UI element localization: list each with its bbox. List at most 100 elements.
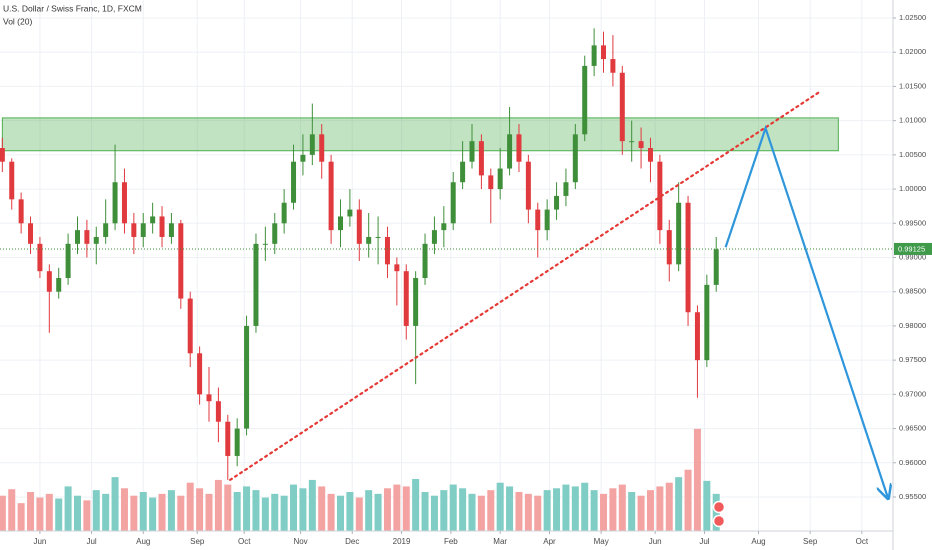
volume-bar — [562, 484, 570, 531]
candle-body — [713, 249, 719, 285]
candle-body — [93, 236, 99, 244]
candle-body — [431, 230, 437, 244]
volume-bar — [0, 495, 6, 531]
last-price-label: 0.99125 — [898, 244, 925, 253]
candle-body — [375, 236, 381, 238]
candle-body — [84, 230, 90, 244]
volume-bar — [130, 495, 138, 531]
volume-bar — [609, 488, 617, 531]
candle-body — [253, 243, 259, 326]
candle-body — [291, 161, 297, 203]
volume-bar — [506, 486, 514, 531]
x-tick-label: Oct — [238, 537, 251, 546]
volume-bar — [299, 488, 307, 531]
volume-bar — [684, 469, 692, 531]
y-tick-label: 0.96000 — [899, 458, 926, 467]
candle-body — [28, 223, 34, 244]
candle-body — [629, 141, 635, 143]
volume-bar — [158, 493, 166, 531]
x-tick-label: Feb — [444, 537, 458, 546]
volume-bar — [571, 486, 579, 531]
volume-bar — [280, 495, 288, 531]
candle-body — [516, 134, 522, 162]
last-price-box — [894, 242, 932, 255]
candle-body — [319, 134, 325, 162]
candle-body — [413, 278, 419, 326]
candle-body — [685, 202, 691, 313]
volume-bar — [628, 492, 636, 531]
volume-bar — [290, 484, 298, 531]
volume-bar — [393, 484, 401, 531]
indicator-label: Vol (20) — [3, 16, 32, 26]
volume-bar — [27, 492, 35, 531]
y-tick-label: 0.95500 — [899, 492, 926, 501]
y-tick-label: 1.01500 — [899, 81, 926, 90]
candle-body — [544, 209, 550, 231]
candle-body — [300, 154, 306, 162]
x-tick-label: Apr — [543, 537, 556, 546]
candle-body — [225, 421, 231, 456]
event-icon[interactable] — [712, 514, 726, 528]
volume-bar — [73, 495, 81, 531]
candle-body — [422, 243, 428, 279]
candle-body — [309, 134, 315, 155]
volume-bar — [177, 495, 185, 531]
volume-bar — [421, 492, 429, 531]
axis-layer: 0.95500 0.96000 0.96500 0.97000 0.97500 0.980… — [33, 13, 932, 546]
candle-body — [338, 216, 344, 231]
volume-bar — [355, 497, 363, 531]
volume-bar — [252, 490, 260, 531]
candle-body — [0, 148, 5, 162]
volume-bar — [139, 492, 147, 531]
volume-bar — [383, 488, 391, 531]
volume-bar — [487, 490, 495, 531]
candle-body — [572, 134, 578, 183]
volume-bar — [412, 479, 420, 531]
candle-body — [187, 298, 193, 354]
y-tick-label: 0.98500 — [899, 287, 926, 296]
candle-body — [582, 65, 588, 135]
candle-body — [525, 161, 531, 210]
y-tick-label: 1.02000 — [899, 47, 926, 56]
x-tick-label: Jun — [649, 537, 662, 546]
volume-bar — [637, 495, 645, 531]
volume-bar — [92, 490, 100, 531]
candle-body — [450, 182, 456, 224]
event-icon[interactable] — [712, 500, 726, 514]
volume-bar — [440, 490, 448, 531]
x-tick-label: May — [594, 537, 609, 546]
volume-bar — [496, 482, 504, 531]
candle-body — [262, 243, 268, 245]
x-tick-label: Aug — [751, 537, 765, 546]
y-tick-label: 0.98000 — [899, 321, 926, 330]
candle-layer — [0, 28, 719, 480]
candle-body — [347, 209, 353, 217]
volume-bar — [83, 500, 91, 531]
volume-bar — [308, 479, 316, 531]
volume-bar — [337, 495, 345, 531]
candle-body — [601, 45, 607, 60]
candle-body — [657, 161, 663, 231]
volume-bar — [703, 480, 711, 531]
x-tick-label: Sep — [190, 537, 205, 546]
candle-body — [384, 236, 390, 265]
y-tick-label: 0.96500 — [899, 424, 926, 433]
volume-bar — [186, 482, 194, 531]
volume-bar — [196, 488, 204, 531]
x-tick-label: Dec — [345, 537, 359, 546]
volume-bar — [271, 493, 279, 531]
volume-bar — [459, 488, 467, 531]
candle-body — [281, 202, 287, 224]
volume-bar — [646, 490, 654, 531]
x-tick-label: Sep — [803, 537, 818, 546]
volume-bar — [318, 486, 326, 531]
volume-layer — [0, 428, 720, 531]
zone-layer — [1, 117, 839, 152]
candle-body — [328, 161, 334, 231]
volume-bar — [449, 484, 457, 531]
y-tick-label: 0.97500 — [899, 355, 926, 364]
volume-bar — [346, 492, 354, 531]
candle-body — [121, 182, 127, 224]
